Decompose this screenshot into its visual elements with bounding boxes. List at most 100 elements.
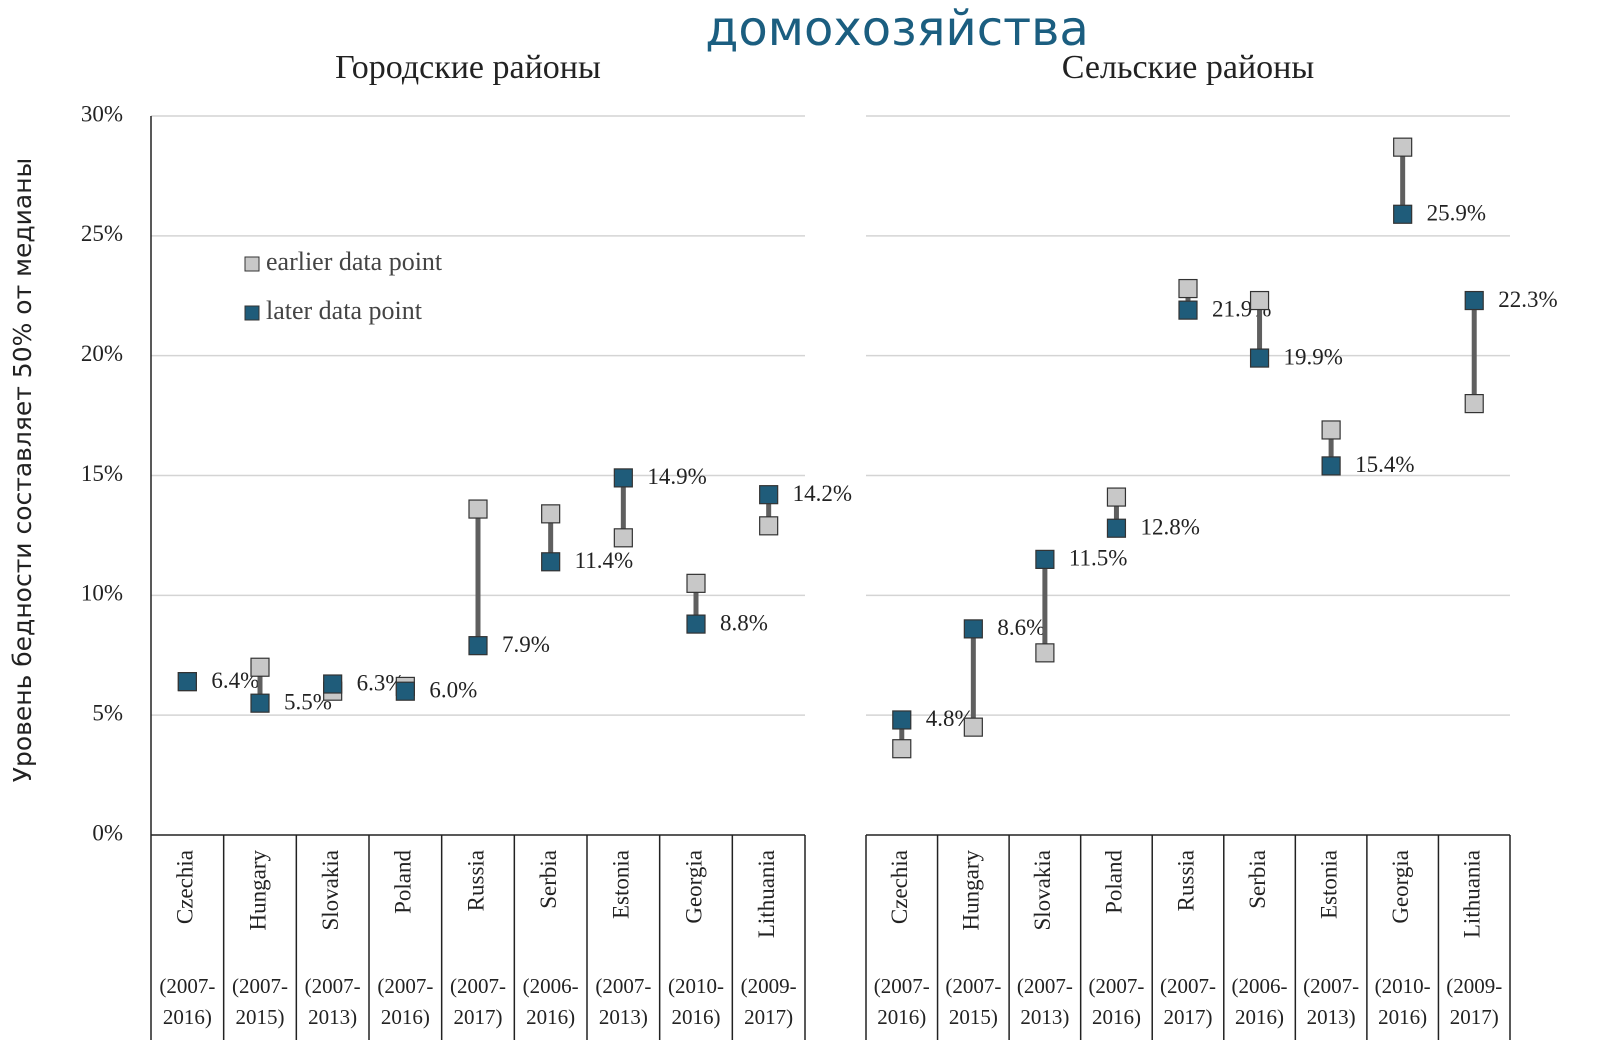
period-label: 2017): [1450, 1005, 1499, 1029]
marker: [1178, 300, 1198, 320]
data-label: 8.8%: [720, 610, 768, 635]
marker: [1249, 290, 1270, 311]
x-tick-label: Russia: [1173, 850, 1198, 911]
x-tick-label: Hungary: [245, 850, 270, 931]
panel-subtitle: Сельские районы: [1062, 49, 1315, 86]
legend-swatch: [244, 256, 260, 272]
period-label: 2013): [1307, 1005, 1356, 1029]
x-tick-label: Lithuania: [1460, 850, 1485, 938]
data-label: 22.3%: [1498, 287, 1557, 312]
y-axis-label: Уровень бедности составляет 50% от медиа…: [8, 158, 37, 783]
period-label: (2009-: [741, 974, 797, 998]
period-label: 2016): [672, 1005, 721, 1029]
marker: [759, 485, 779, 505]
period-label: 2015): [236, 1005, 285, 1029]
marker: [1464, 290, 1484, 311]
y-tick-label: 0%: [92, 820, 123, 845]
period-label: 2016): [1378, 1005, 1427, 1029]
data-label: 25.9%: [1427, 201, 1486, 226]
marker: [892, 739, 912, 759]
marker: [686, 573, 706, 593]
period-label: 2013): [308, 1005, 357, 1029]
marker: [1321, 456, 1341, 476]
period-label: (2007-: [377, 974, 433, 998]
period-label: (2009-: [1446, 974, 1502, 998]
period-label: 2016): [381, 1005, 430, 1029]
marker: [1035, 643, 1055, 663]
y-tick-label: 25%: [81, 221, 123, 246]
x-tick-label: Estonia: [1316, 850, 1341, 919]
x-tick-label: Czechia: [887, 850, 912, 924]
chart-title: домохозяйства: [705, 1, 1089, 57]
marker: [250, 657, 270, 677]
period-label: 2017): [454, 1005, 503, 1029]
x-tick-label: Slovakia: [318, 850, 343, 931]
period-label: (2006-: [523, 974, 579, 998]
marker: [1321, 420, 1341, 440]
x-tick-label: Poland: [391, 850, 416, 914]
marker: [963, 619, 983, 639]
marker: [963, 717, 983, 737]
data-label: 19.9%: [1284, 344, 1343, 369]
data-label: 15.4%: [1355, 452, 1414, 477]
legend-label: later data point: [266, 296, 423, 325]
period-label: 2013): [1020, 1005, 1069, 1029]
period-label: 2013): [599, 1005, 648, 1029]
period-label: 2016): [163, 1005, 212, 1029]
marker: [250, 693, 270, 713]
period-label: (2007-: [305, 974, 361, 998]
marker: [541, 504, 561, 524]
marker: [541, 552, 561, 572]
data-label: 14.9%: [647, 464, 706, 489]
x-tick-label: Russia: [463, 850, 488, 911]
y-tick-label: 30%: [81, 101, 123, 126]
legend-swatch: [244, 305, 260, 321]
y-tick-label: 5%: [92, 700, 123, 725]
period-label: (2007-: [945, 974, 1001, 998]
marker: [468, 499, 488, 519]
marker: [1035, 549, 1055, 569]
data-label: 12.8%: [1140, 515, 1199, 540]
marker: [468, 636, 488, 656]
period-label: 2017): [744, 1005, 793, 1029]
data-label: 6.0%: [429, 677, 477, 702]
data-label: 8.6%: [997, 615, 1045, 640]
period-label: (2010-: [668, 974, 724, 998]
marker: [177, 672, 197, 692]
period-label: 2016): [1235, 1005, 1284, 1029]
marker: [613, 528, 633, 548]
marker: [613, 468, 633, 488]
data-label: 11.4%: [575, 548, 634, 573]
period-label: 2016): [877, 1005, 926, 1029]
x-tick-label: Serbia: [536, 850, 561, 909]
period-label: (2007-: [1088, 974, 1144, 998]
period-label: 2015): [949, 1005, 998, 1029]
y-tick-label: 10%: [81, 581, 123, 606]
x-tick-label: Estonia: [609, 850, 634, 919]
period-label: (2010-: [1375, 974, 1431, 998]
legend-label: earlier data point: [266, 247, 443, 276]
marker: [395, 681, 415, 701]
marker: [1106, 518, 1127, 538]
x-tick-label: Poland: [1102, 850, 1127, 914]
marker: [1393, 204, 1413, 224]
marker: [1178, 278, 1198, 299]
marker: [892, 710, 912, 730]
marker: [1249, 348, 1270, 368]
y-tick-label: 15%: [81, 461, 123, 486]
x-tick-label: Czechia: [173, 850, 198, 924]
marker: [1464, 394, 1484, 414]
x-tick-label: Slovakia: [1030, 850, 1055, 931]
period-label: (2006-: [1232, 974, 1288, 998]
x-tick-label: Lithuania: [754, 850, 779, 938]
x-tick-label: Serbia: [1245, 850, 1270, 909]
marker: [1106, 487, 1127, 507]
period-label: (2007-: [1160, 974, 1216, 998]
period-label: (2007-: [1303, 974, 1359, 998]
x-tick-label: Georgia: [1388, 850, 1413, 924]
period-label: (2007-: [595, 974, 651, 998]
period-label: (2007-: [874, 974, 930, 998]
data-label: 14.2%: [793, 481, 852, 506]
period-label: 2017): [1164, 1005, 1213, 1029]
